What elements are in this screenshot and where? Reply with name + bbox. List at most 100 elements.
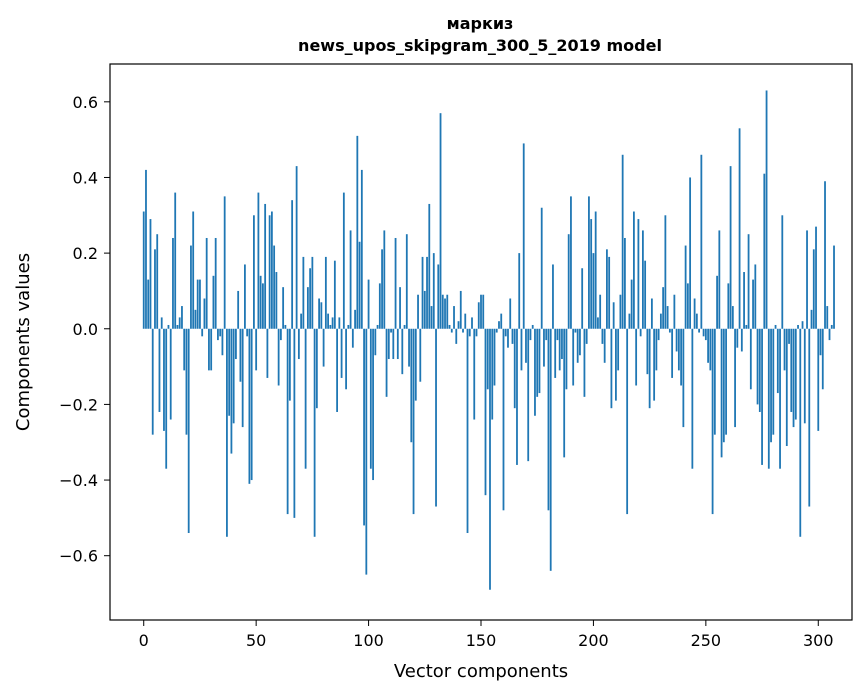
bar — [320, 302, 323, 329]
bar — [203, 298, 206, 329]
bar — [480, 294, 482, 329]
bar — [304, 328, 307, 469]
bar — [763, 173, 766, 329]
bar — [716, 275, 718, 329]
bar — [324, 256, 327, 329]
bar — [619, 294, 622, 329]
bar — [583, 328, 586, 397]
bar — [149, 219, 152, 329]
bar — [689, 177, 692, 329]
bar — [495, 328, 498, 333]
bar — [806, 230, 808, 329]
bar — [194, 309, 197, 329]
bar — [504, 328, 507, 337]
x-axis-label: Vector components — [394, 661, 568, 682]
bar — [196, 279, 199, 329]
bar — [770, 328, 772, 443]
x-tick-label: 150 — [466, 631, 497, 650]
bar — [668, 328, 671, 333]
bar — [671, 328, 674, 378]
bar — [486, 328, 489, 390]
bar — [250, 328, 253, 481]
bar — [408, 328, 410, 367]
bar — [246, 328, 249, 337]
bar — [230, 328, 233, 454]
bar — [205, 237, 208, 329]
bar — [291, 200, 294, 329]
bar — [151, 328, 154, 435]
bar — [792, 328, 795, 428]
bar — [385, 328, 388, 397]
bar — [653, 328, 656, 401]
bar — [336, 328, 338, 412]
bar — [201, 328, 204, 337]
y-tick-label: −0.6 — [59, 547, 98, 566]
y-tick-label: −0.2 — [59, 395, 98, 414]
bar — [158, 328, 161, 412]
bar — [327, 313, 330, 329]
bar — [776, 328, 779, 394]
bar — [181, 306, 183, 329]
bar — [358, 241, 361, 329]
bar — [722, 328, 725, 443]
bar — [423, 290, 426, 329]
bar — [628, 313, 631, 329]
bar — [761, 328, 763, 465]
bar — [174, 192, 177, 329]
bar — [288, 328, 291, 401]
bar — [185, 328, 188, 435]
bar — [199, 279, 201, 329]
bar — [239, 328, 242, 382]
bar — [360, 169, 363, 329]
bar — [322, 328, 325, 367]
y-tick-label: 0.6 — [73, 93, 98, 112]
bar — [540, 207, 543, 329]
bar — [749, 328, 752, 390]
bar — [794, 328, 797, 420]
bar — [340, 328, 343, 378]
bar — [401, 328, 404, 375]
bar — [734, 328, 736, 428]
bar — [329, 324, 332, 329]
bar — [187, 328, 190, 534]
bar — [758, 328, 761, 412]
bar — [367, 279, 370, 329]
bar — [214, 237, 217, 329]
x-tick-label: 50 — [246, 631, 266, 650]
bar — [365, 328, 368, 575]
bar — [695, 313, 698, 329]
chart-title-line-2: news_upos_skipgram_300_5_2019 model — [298, 36, 662, 55]
bar — [826, 306, 829, 329]
bar — [275, 272, 278, 329]
bar — [219, 328, 222, 337]
bar — [428, 203, 431, 329]
bar — [731, 306, 734, 329]
bar — [579, 328, 581, 356]
bar — [169, 328, 172, 420]
bar — [713, 328, 716, 435]
bar — [549, 328, 552, 571]
bar — [608, 256, 611, 329]
bar — [639, 328, 642, 337]
bar — [677, 328, 680, 371]
bar — [691, 328, 694, 469]
bar — [767, 328, 770, 469]
bar — [259, 275, 262, 329]
bar — [556, 328, 559, 341]
bar — [585, 328, 588, 344]
bar — [270, 211, 273, 329]
bar — [574, 328, 577, 333]
bar — [300, 313, 303, 329]
bar — [369, 328, 372, 469]
bar — [498, 321, 500, 329]
bar — [455, 328, 458, 344]
bar — [830, 324, 833, 329]
bar — [698, 328, 701, 333]
bar — [376, 324, 379, 329]
bar — [833, 245, 835, 329]
bar — [354, 309, 356, 329]
bar — [142, 211, 145, 329]
bar — [160, 317, 163, 329]
bar — [374, 328, 377, 356]
bar — [295, 166, 298, 329]
